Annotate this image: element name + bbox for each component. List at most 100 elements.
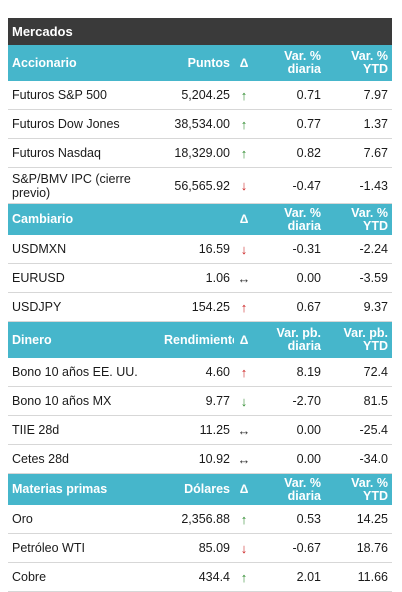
- arrow-left-right-icon: ↔: [237, 451, 251, 467]
- arrow-up-icon: ↑: [240, 116, 248, 132]
- arrow-down-icon: ↓: [240, 393, 248, 409]
- section-header: Accionario: [8, 45, 160, 81]
- ytd-change: 81.5: [325, 386, 392, 416]
- instrument-name: Futuros S&P 500: [8, 81, 160, 110]
- delta-header: Δ: [234, 203, 254, 235]
- table-row: USDMXN 16.59 ↓ -0.31 -2.24: [8, 235, 392, 264]
- instrument-name: EURUSD: [8, 263, 160, 293]
- daily-change: 0.77: [254, 109, 325, 139]
- instrument-value: 9.77: [160, 386, 234, 416]
- instrument-value: 56,565.92: [160, 167, 234, 204]
- instrument-name: Petróleo WTI: [8, 533, 160, 563]
- table-row: S&P/BMV IPC (cierre previo) 56,565.92 ↓ -0.…: [8, 167, 392, 204]
- instrument-value: 434.4: [160, 562, 234, 592]
- direction-cell: ↑: [234, 109, 254, 139]
- arrow-down-icon: ↓: [240, 178, 248, 193]
- direction-cell: ↔: [234, 444, 254, 474]
- daily-change: -0.47: [254, 167, 325, 204]
- daily-change: -0.31: [254, 235, 325, 264]
- direction-cell: ↑: [234, 562, 254, 592]
- arrow-up-icon: ↑: [240, 299, 248, 315]
- daily-change-header: Var. % diaria: [254, 45, 325, 81]
- direction-cell: ↑: [234, 81, 254, 110]
- daily-change: 0.71: [254, 81, 325, 110]
- instrument-value: 4.60: [160, 358, 234, 387]
- section-header: Materias primas: [8, 473, 160, 505]
- instrument-value: 11.25: [160, 415, 234, 445]
- ytd-change: 7.97: [325, 81, 392, 110]
- table-row: USDJPY 154.25 ↑ 0.67 9.37: [8, 292, 392, 322]
- table-row: EURUSD 1.06 ↔ 0.00 -3.59: [8, 263, 392, 293]
- instrument-value: 38,534.00: [160, 109, 234, 139]
- table-row: TIIE 28d 11.25 ↔ 0.00 -25.4: [8, 415, 392, 445]
- arrow-left-right-icon: ↔: [237, 270, 251, 286]
- daily-change: 0.00: [254, 444, 325, 474]
- delta-header: Δ: [234, 321, 254, 358]
- direction-cell: ↔: [234, 415, 254, 445]
- daily-change: -0.67: [254, 533, 325, 563]
- ytd-change: 1.37: [325, 109, 392, 139]
- instrument-value: 2,356.88: [160, 505, 234, 534]
- ytd-change: 7.67: [325, 138, 392, 168]
- daily-change: 8.19: [254, 358, 325, 387]
- daily-change: 0.53: [254, 505, 325, 534]
- ytd-change-header: Var. pb. YTD: [325, 321, 392, 358]
- arrow-left-right-icon: ↔: [237, 422, 251, 438]
- ytd-change-header: Var. % YTD: [325, 473, 392, 505]
- instrument-name: Futuros Dow Jones: [8, 109, 160, 139]
- section-header: Dinero: [8, 321, 160, 358]
- direction-cell: ↓: [234, 167, 254, 204]
- value-header: [160, 203, 234, 235]
- instrument-name: S&P/BMV IPC (cierre previo): [8, 167, 160, 204]
- table-row: Cobre 434.4 ↑ 2.01 11.66: [8, 562, 392, 592]
- section-header-row-accionario: Accionario Puntos Δ Var. % diaria Var. % YTD: [8, 45, 392, 81]
- instrument-name: Bono 10 años MX: [8, 386, 160, 416]
- table-row: Futuros Dow Jones 38,534.00 ↑ 0.77 1.37: [8, 109, 392, 139]
- daily-change-header: Var. % diaria: [254, 473, 325, 505]
- direction-cell: ↓: [234, 386, 254, 416]
- daily-change: -2.70: [254, 386, 325, 416]
- ytd-change: 18.76: [325, 533, 392, 563]
- table-row: Bono 10 años MX 9.77 ↓ -2.70 81.5: [8, 386, 392, 416]
- instrument-value: 18,329.00: [160, 138, 234, 168]
- delta-header: Δ: [234, 45, 254, 81]
- table-row: Bono 10 años EE. UU. 4.60 ↑ 8.19 72.4: [8, 358, 392, 387]
- instrument-name: Futuros Nasdaq: [8, 138, 160, 168]
- value-header: Puntos: [160, 45, 234, 81]
- daily-change-header: Var. % diaria: [254, 203, 325, 235]
- daily-change: 2.01: [254, 562, 325, 592]
- instrument-value: 16.59: [160, 235, 234, 264]
- arrow-down-icon: ↓: [240, 241, 248, 257]
- direction-cell: ↑: [234, 138, 254, 168]
- arrow-up-icon: ↑: [240, 569, 248, 585]
- direction-cell: ↑: [234, 292, 254, 322]
- ytd-change: -1.43: [325, 167, 392, 204]
- ytd-change: 11.66: [325, 562, 392, 592]
- table-row: Futuros S&P 500 5,204.25 ↑ 0.71 7.97: [8, 81, 392, 110]
- direction-cell: ↔: [234, 263, 254, 293]
- direction-cell: ↑: [234, 505, 254, 534]
- daily-change-header: Var. pb. diaria: [254, 321, 325, 358]
- instrument-name: Oro: [8, 505, 160, 534]
- section-header: Cambiario: [8, 203, 160, 235]
- instrument-name: Cetes 28d: [8, 444, 160, 474]
- arrow-up-icon: ↑: [240, 364, 248, 380]
- arrow-up-icon: ↑: [240, 511, 248, 527]
- ytd-change: 9.37: [325, 292, 392, 322]
- panel-title: Mercados: [8, 18, 392, 45]
- ytd-change: 72.4: [325, 358, 392, 387]
- table-row: Futuros Nasdaq 18,329.00 ↑ 0.82 7.67: [8, 138, 392, 168]
- table-row: Cetes 28d 10.92 ↔ 0.00 -34.0: [8, 444, 392, 474]
- ytd-change-header: Var. % YTD: [325, 203, 392, 235]
- arrow-down-icon: ↓: [240, 540, 248, 556]
- table-row: Petróleo WTI 85.09 ↓ -0.67 18.76: [8, 533, 392, 563]
- direction-cell: ↑: [234, 358, 254, 387]
- daily-change: 0.82: [254, 138, 325, 168]
- markets-panel: Mercados Accionario Puntos Δ Var. % diaria V…: [8, 18, 392, 592]
- section-header-row-dinero: Dinero Rendimiento Δ Var. pb. diaria Var. pb…: [8, 321, 392, 358]
- instrument-value: 1.06: [160, 263, 234, 293]
- delta-header: Δ: [234, 473, 254, 505]
- instrument-name: USDMXN: [8, 235, 160, 264]
- daily-change: 0.67: [254, 292, 325, 322]
- instrument-value: 154.25: [160, 292, 234, 322]
